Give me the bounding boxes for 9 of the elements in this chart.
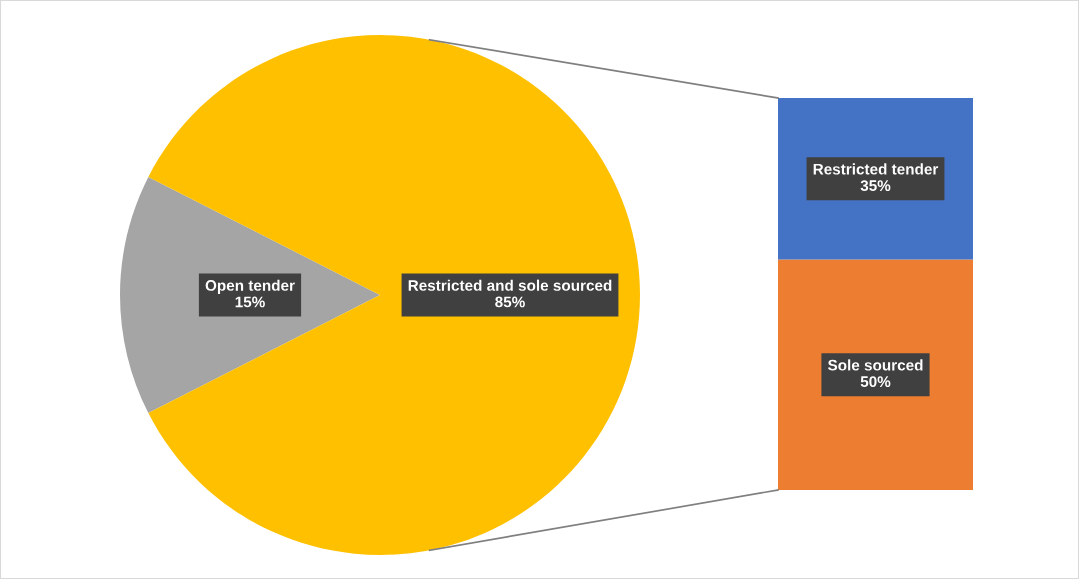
data-label: 35%	[860, 180, 891, 192]
slice-label: Restricted and sole sourced	[408, 279, 612, 291]
slice-label: Open tender	[205, 279, 295, 294]
series-label: Restricted tender	[813, 163, 939, 175]
data-label: 15%	[235, 296, 265, 308]
series-label: Sole sourced	[827, 359, 923, 371]
data-label: 85%	[495, 296, 525, 308]
pie-slice	[148, 35, 640, 555]
data-label: 50%	[860, 376, 891, 388]
